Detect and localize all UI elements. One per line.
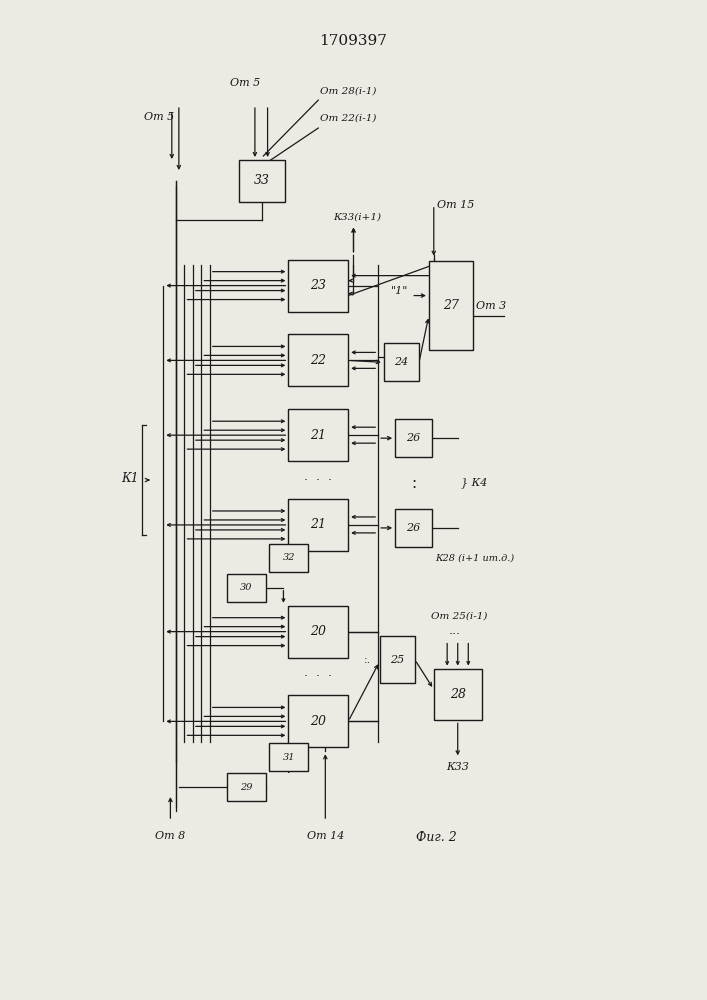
Bar: [288, 606, 349, 658]
Text: 28: 28: [450, 688, 466, 701]
Bar: [288, 695, 349, 747]
Text: 25: 25: [390, 655, 404, 665]
Text: 27: 27: [443, 299, 459, 312]
Text: 26: 26: [407, 523, 421, 533]
Bar: [239, 160, 285, 202]
Bar: [288, 260, 349, 312]
Text: От 25(i-1): От 25(i-1): [431, 612, 487, 621]
Text: 20: 20: [310, 715, 327, 728]
Bar: [288, 499, 349, 551]
Text: :.: :.: [363, 655, 370, 665]
Text: 22: 22: [310, 354, 327, 367]
Bar: [395, 509, 432, 547]
Text: От 28(i-1): От 28(i-1): [320, 86, 376, 95]
Text: "1": "1": [390, 286, 408, 296]
Text: К33: К33: [446, 762, 469, 772]
Text: 24: 24: [395, 357, 409, 367]
Text: К33(i+1): К33(i+1): [333, 213, 381, 222]
Text: 29: 29: [240, 783, 252, 792]
Text: К1: К1: [121, 472, 139, 485]
Text: 21: 21: [310, 429, 327, 442]
Text: } К4: } К4: [461, 478, 488, 488]
Text: К28 (i+1 ит.д.): К28 (i+1 ит.д.): [436, 553, 514, 562]
Text: 32: 32: [283, 553, 295, 562]
Bar: [227, 574, 266, 602]
Text: 1709397: 1709397: [320, 34, 387, 48]
Text: Фиг. 2: Фиг. 2: [416, 831, 457, 844]
Text: ·  ·  ·: · · ·: [304, 670, 332, 683]
Bar: [227, 773, 266, 801]
Text: 20: 20: [310, 625, 327, 638]
Bar: [288, 334, 349, 386]
Text: От 5: От 5: [144, 112, 174, 122]
Text: ·  ·  ·: · · ·: [304, 474, 332, 487]
Text: От 3: От 3: [476, 301, 506, 311]
Text: От 14: От 14: [307, 831, 344, 841]
Bar: [384, 343, 419, 381]
Text: 26: 26: [407, 433, 421, 443]
Text: От 5: От 5: [230, 78, 260, 88]
Text: От 15: От 15: [438, 200, 474, 210]
Text: От 22(i-1): От 22(i-1): [320, 113, 376, 122]
Text: ...: ...: [448, 624, 460, 637]
Text: 31: 31: [283, 753, 295, 762]
Bar: [288, 409, 349, 461]
Text: :: :: [411, 476, 416, 491]
Text: 33: 33: [254, 174, 270, 187]
Text: 21: 21: [310, 518, 327, 531]
Bar: [395, 419, 432, 457]
Bar: [380, 636, 415, 683]
Bar: [269, 544, 308, 572]
Bar: [269, 743, 308, 771]
Text: 23: 23: [310, 279, 327, 292]
Bar: [429, 261, 472, 350]
Text: От 8: От 8: [156, 831, 185, 841]
Bar: [434, 669, 481, 720]
Text: 30: 30: [240, 583, 252, 592]
